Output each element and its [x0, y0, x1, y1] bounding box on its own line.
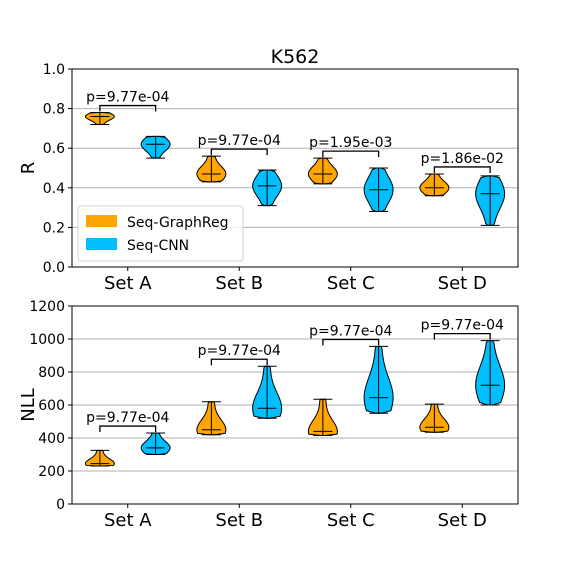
p-value-label: p=1.86e-02 [421, 151, 504, 167]
p-value-label: p=1.95e-03 [309, 135, 392, 151]
y-axis-label: R [18, 162, 39, 175]
y-tick-label: 0.8 [43, 102, 65, 118]
significance-bracket [433, 333, 491, 340]
plot-frame [71, 68, 519, 268]
significance-bracket [99, 425, 157, 433]
r-panel: 0.0 0.2 0.4 0.6 0.8 1.0 R Set A p=9.77e-04 Set B p… [18, 62, 519, 294]
x-tick-label: Set C [327, 273, 375, 294]
x-tick-label: Set D [438, 273, 487, 294]
y-tick-label: 1000 [29, 332, 65, 348]
y-tick-label: 1.0 [43, 62, 65, 78]
y-tick-label: 400 [38, 431, 65, 447]
nll-panel: 0 200 400 600 800 1000 1200 NLL Set A p=9.77e-04 S… [18, 299, 519, 531]
y-tick-label: 200 [38, 464, 65, 480]
p-value-label: p=9.77e-04 [421, 318, 504, 334]
y-tick-label: 800 [38, 365, 65, 381]
x-tick-label: Set C [327, 510, 375, 531]
legend-frame [77, 205, 244, 262]
legend-label-seq-cnn: Seq-CNN [127, 238, 189, 254]
p-value-label: p=9.77e-04 [309, 323, 392, 339]
x-tick-label: Set A [104, 273, 152, 294]
y-tick-label: 0 [56, 497, 65, 513]
legend-label-seq-graphreg: Seq-GraphReg [127, 215, 229, 231]
p-value-label: p=9.77e-04 [198, 343, 281, 359]
significance-bracket [322, 150, 380, 158]
x-tick-label: Set B [215, 273, 263, 294]
x-tick-label: Set A [104, 510, 152, 531]
significance-bracket [433, 166, 491, 173]
figure-title: K562 [271, 46, 320, 68]
y-tick-label: 600 [38, 398, 65, 414]
y-axis-label: NLL [18, 388, 39, 422]
y-tick-label: 0.0 [43, 260, 65, 276]
significance-bracket [210, 358, 268, 366]
significance-bracket [99, 104, 157, 112]
legend-swatch-seq-cnn [86, 238, 117, 250]
p-value-label: p=9.77e-04 [86, 90, 169, 106]
legend-swatch-seq-graphreg [86, 215, 117, 227]
x-tick-label: Set B [215, 510, 263, 531]
plot-frame [71, 305, 519, 505]
y-tick-label: 0.4 [43, 181, 65, 197]
y-tick-label: 0.6 [43, 141, 65, 157]
significance-bracket [322, 338, 380, 346]
p-value-label: p=9.77e-04 [86, 410, 169, 426]
significance-bracket [210, 148, 268, 156]
y-tick-label: 0.2 [43, 220, 65, 236]
x-tick-label: Set D [438, 510, 487, 531]
y-tick-label: 1200 [29, 299, 65, 315]
legend: Seq-GraphReg Seq-CNN [77, 205, 244, 262]
p-value-label: p=9.77e-04 [198, 133, 281, 149]
